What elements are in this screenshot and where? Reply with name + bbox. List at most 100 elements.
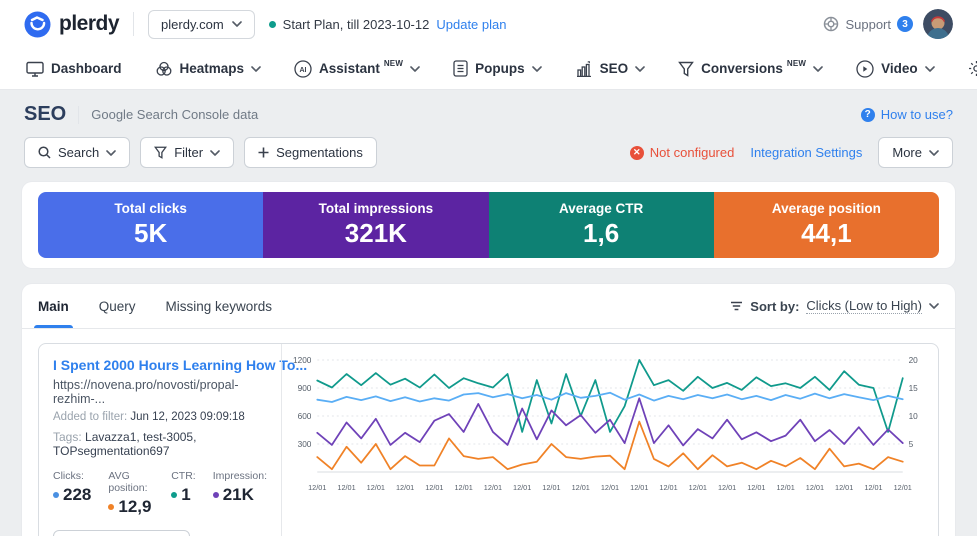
svg-text:12/01: 12/01 [513,483,531,492]
nav-item-dashboard[interactable]: Dashboard [26,61,122,77]
added-value: Jun 12, 2023 09:09:18 [130,411,244,423]
chevron-down-icon [813,66,823,72]
sort-by-control[interactable]: Sort by: Clicks (Low to High) [730,298,939,314]
nav-item-popups[interactable]: Popups [453,60,542,77]
metric-ctr: CTR: 1 [171,470,196,517]
more-button[interactable]: More [878,137,953,168]
chevron-down-icon [232,21,242,27]
more-label: More [892,145,922,160]
gear-icon [968,60,977,77]
nav-item-heatmaps[interactable]: Heatmaps [155,61,262,77]
nav-label: Conversions [701,61,783,76]
svg-text:12/01: 12/01 [835,483,853,492]
clicks-dot [53,492,59,498]
svg-text:12/01: 12/01 [542,483,560,492]
sort-lines-icon [730,301,743,311]
filter-button[interactable]: Filter [140,137,234,168]
nav-label: Popups [475,61,525,76]
update-plan-link[interactable]: Update plan [436,17,506,32]
stat-total-clicks[interactable]: Total clicks 5K [38,192,263,258]
svg-text:12/01: 12/01 [425,483,443,492]
not-configured-status: ✕ Not configured [630,145,735,160]
plan-status: Start Plan, till 2023-10-12 Update plan [269,17,507,32]
stat-value: 5K [134,218,167,249]
tab-main[interactable]: Main [38,284,69,328]
nav-item-conversions[interactable]: Conversions NEW [678,61,823,77]
add-comments-button[interactable]: Add Comments 2 [53,530,190,536]
support-badge: 3 [897,16,913,32]
filter-label: Filter [174,145,203,160]
how-to-use-label: How to use? [881,107,953,122]
nav-item-assistant[interactable]: AI Assistant NEW [294,60,420,78]
metric-value: 12,9 [118,497,151,517]
seo-line-chart: 3006009001200510152012/0112/0112/0112/01… [288,350,932,498]
svg-text:12/01: 12/01 [894,483,912,492]
result-title-link[interactable]: I Spent 2000 Hours Learning How To... [53,357,267,373]
tab-query[interactable]: Query [99,284,136,328]
metric-impression: Impression: 21K [213,470,267,517]
metric-value: 228 [63,485,91,505]
chevron-down-icon [251,66,261,72]
stat-label: Total clicks [114,201,187,216]
tabs-bar: Main Query Missing keywords Sort by: Cli… [22,284,955,329]
chevron-down-icon [410,66,420,72]
how-to-use-link[interactable]: ? How to use? [861,107,953,122]
brand-name: plerdy [59,12,119,36]
plan-status-dot [269,21,276,28]
metric-clicks: Clicks: 228 [53,470,91,517]
nav-label: Assistant [319,61,380,76]
plerdy-logo[interactable]: plerdy [24,11,119,38]
svg-text:12/01: 12/01 [806,483,824,492]
filter-funnel-icon [154,146,167,159]
tab-missing-keywords[interactable]: Missing keywords [166,284,273,328]
stat-average-ctr[interactable]: Average CTR 1,6 [489,192,714,258]
svg-text:5: 5 [909,439,914,449]
segmentations-button[interactable]: Segmentations [244,137,377,168]
integration-settings-link[interactable]: Integration Settings [750,145,862,160]
sort-by-label: Sort by: [750,299,799,314]
page-header: SEO Google Search Console data ? How to … [22,90,955,135]
svg-text:12/01: 12/01 [718,483,736,492]
stat-value: 321K [345,218,407,249]
plan-status-text: Start Plan, till 2023-10-12 [283,17,430,32]
user-avatar[interactable] [923,9,953,39]
funnel-icon [678,61,694,77]
svg-text:12/01: 12/01 [864,483,882,492]
nav-item-settings[interactable]: Settings [968,60,977,77]
svg-text:600: 600 [298,411,312,421]
search-label: Search [58,145,99,160]
venn-icon [155,61,173,77]
chevron-down-icon [929,150,939,156]
stat-total-impressions[interactable]: Total impressions 321K [263,192,488,258]
support-button[interactable]: Support 3 [823,16,913,32]
domain-select[interactable]: plerdy.com [148,10,255,39]
stat-average-position[interactable]: Average position 44,1 [714,192,939,258]
svg-text:12/01: 12/01 [455,483,473,492]
svg-text:900: 900 [298,383,312,393]
top-bar: plerdy plerdy.com Start Plan, till 2023-… [0,0,977,48]
svg-text:300: 300 [298,439,312,449]
question-icon: ? [861,108,875,122]
ctr-dot [171,492,177,498]
nav-label: Heatmaps [180,61,245,76]
metric-value: 21K [223,485,254,505]
divider [78,106,79,124]
svg-text:12/01: 12/01 [396,483,414,492]
support-label: Support [845,17,891,32]
result-url: https://novena.pro/novosti/propal-rezhim… [53,378,267,406]
nav-item-seo[interactable]: SEO [575,61,646,77]
svg-text:12/01: 12/01 [689,483,707,492]
metric-value: 1 [181,485,190,505]
seo-page: SEO Google Search Console data ? How to … [0,90,977,536]
main-nav: Dashboard Heatmaps AI Assistant NEW Popu… [0,48,977,90]
svg-text:20: 20 [909,355,919,365]
stat-label: Average CTR [559,201,643,216]
play-circle-icon [856,60,874,78]
stat-label: Total impressions [319,201,434,216]
svg-text:AI: AI [300,67,307,74]
nav-item-video[interactable]: Video [856,60,935,78]
impression-dot [213,492,219,498]
divider [133,12,134,36]
search-button[interactable]: Search [24,137,130,168]
results-panel: Main Query Missing keywords Sort by: Cli… [22,284,955,536]
